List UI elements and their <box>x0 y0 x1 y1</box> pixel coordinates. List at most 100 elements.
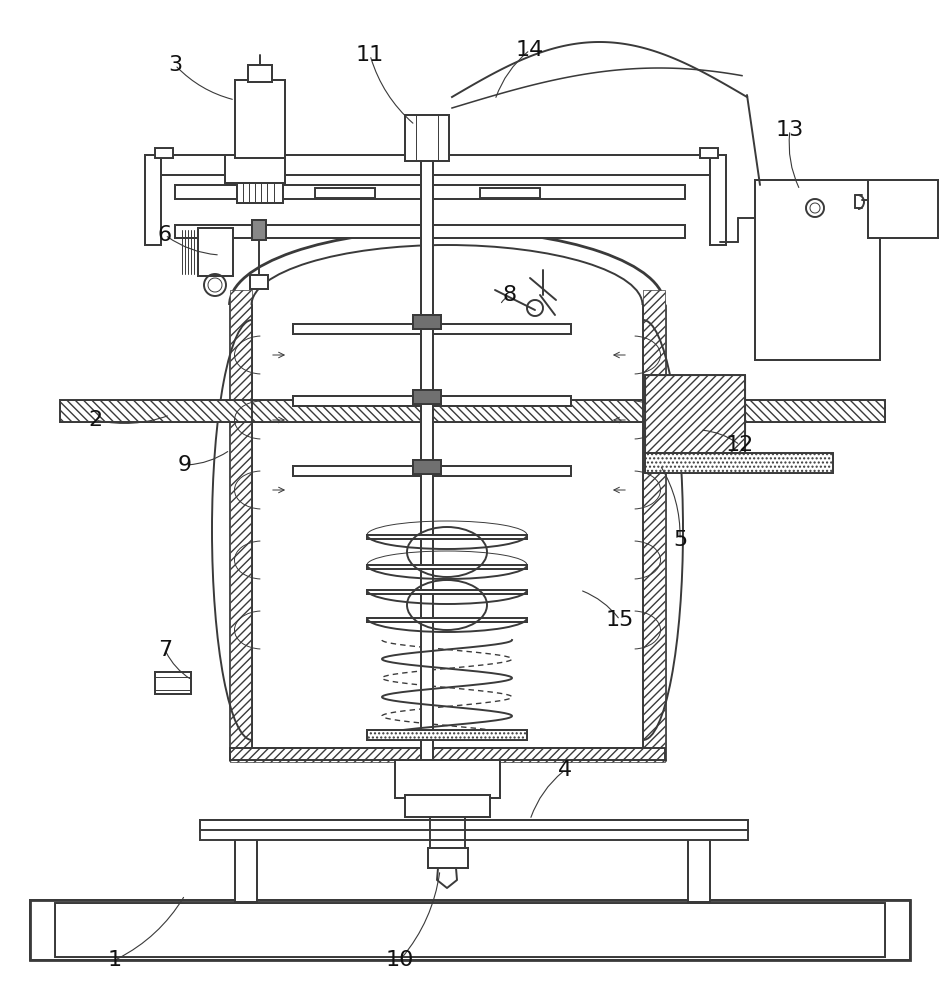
Bar <box>145 155 710 175</box>
Bar <box>60 400 680 422</box>
Bar <box>480 188 540 198</box>
Bar <box>175 185 685 199</box>
Bar <box>367 565 527 569</box>
Text: 10: 10 <box>386 950 414 970</box>
Bar <box>367 618 527 622</box>
Text: 9: 9 <box>177 455 192 475</box>
Bar <box>433 466 571 476</box>
Bar <box>230 290 252 752</box>
Bar <box>315 188 375 198</box>
Bar <box>433 324 571 334</box>
Bar <box>293 466 421 476</box>
Bar <box>155 672 191 694</box>
Text: 4: 4 <box>558 760 572 780</box>
Bar <box>700 148 718 158</box>
Bar <box>55 903 885 957</box>
Text: 8: 8 <box>503 285 517 305</box>
Bar <box>145 155 710 175</box>
Bar <box>710 155 726 245</box>
Text: 15: 15 <box>605 610 634 630</box>
Bar <box>198 228 233 276</box>
Bar <box>145 155 161 245</box>
Bar <box>413 390 441 404</box>
Bar <box>315 188 375 198</box>
Bar <box>367 590 527 594</box>
Bar <box>60 400 680 422</box>
Bar <box>868 180 938 238</box>
Bar <box>293 396 421 406</box>
Bar <box>421 161 433 766</box>
Bar <box>413 460 441 474</box>
Bar <box>433 396 571 406</box>
Bar <box>755 180 880 360</box>
Bar <box>237 183 283 203</box>
Bar <box>367 618 527 622</box>
Text: 11: 11 <box>356 45 384 65</box>
Bar <box>688 830 710 902</box>
Bar <box>413 315 441 329</box>
Bar <box>421 161 433 766</box>
Bar <box>55 903 885 957</box>
Bar <box>175 225 685 238</box>
Text: 1: 1 <box>108 950 122 970</box>
Bar <box>755 180 880 360</box>
Bar <box>645 375 745 453</box>
Bar <box>428 848 468 868</box>
Bar <box>367 730 527 740</box>
Bar <box>235 830 257 902</box>
Bar <box>293 396 421 406</box>
Bar <box>248 65 272 82</box>
Bar <box>405 115 449 161</box>
Bar <box>367 535 527 539</box>
Bar <box>710 155 726 245</box>
Bar <box>230 748 665 762</box>
Bar <box>700 148 718 158</box>
Bar <box>405 795 490 817</box>
Bar <box>433 466 571 476</box>
Bar <box>688 830 710 902</box>
Text: 12: 12 <box>726 435 754 455</box>
Bar <box>428 848 468 868</box>
Bar <box>145 155 161 245</box>
Bar <box>367 590 527 594</box>
Bar <box>395 760 500 798</box>
Bar <box>367 730 527 740</box>
Bar <box>405 115 449 161</box>
Bar <box>413 460 441 474</box>
Bar <box>868 180 938 238</box>
Bar <box>367 535 527 539</box>
Text: 14: 14 <box>516 40 544 60</box>
Bar <box>367 730 527 740</box>
Text: 5: 5 <box>673 530 687 550</box>
Bar <box>252 220 266 240</box>
Bar <box>30 900 910 960</box>
Bar <box>237 183 283 203</box>
Text: 7: 7 <box>158 640 172 660</box>
Text: 3: 3 <box>168 55 182 75</box>
Bar <box>198 228 233 276</box>
Bar <box>405 795 490 817</box>
Bar <box>30 900 910 960</box>
Bar <box>155 672 191 694</box>
Bar <box>433 324 571 334</box>
Bar <box>200 830 748 840</box>
Bar <box>367 565 527 569</box>
Bar <box>645 375 745 453</box>
Bar <box>200 820 748 832</box>
Bar <box>230 748 665 760</box>
Bar <box>252 220 266 240</box>
Bar <box>175 185 685 199</box>
Bar <box>645 453 833 473</box>
Bar <box>235 830 257 902</box>
Bar <box>225 155 285 183</box>
Bar <box>680 400 885 422</box>
Bar <box>413 315 441 329</box>
Bar <box>680 400 885 422</box>
Bar <box>235 80 285 158</box>
Bar <box>175 225 685 238</box>
Bar <box>155 148 173 158</box>
Text: 13: 13 <box>776 120 804 140</box>
Bar <box>395 760 500 798</box>
Bar <box>293 324 421 334</box>
Bar <box>433 396 571 406</box>
